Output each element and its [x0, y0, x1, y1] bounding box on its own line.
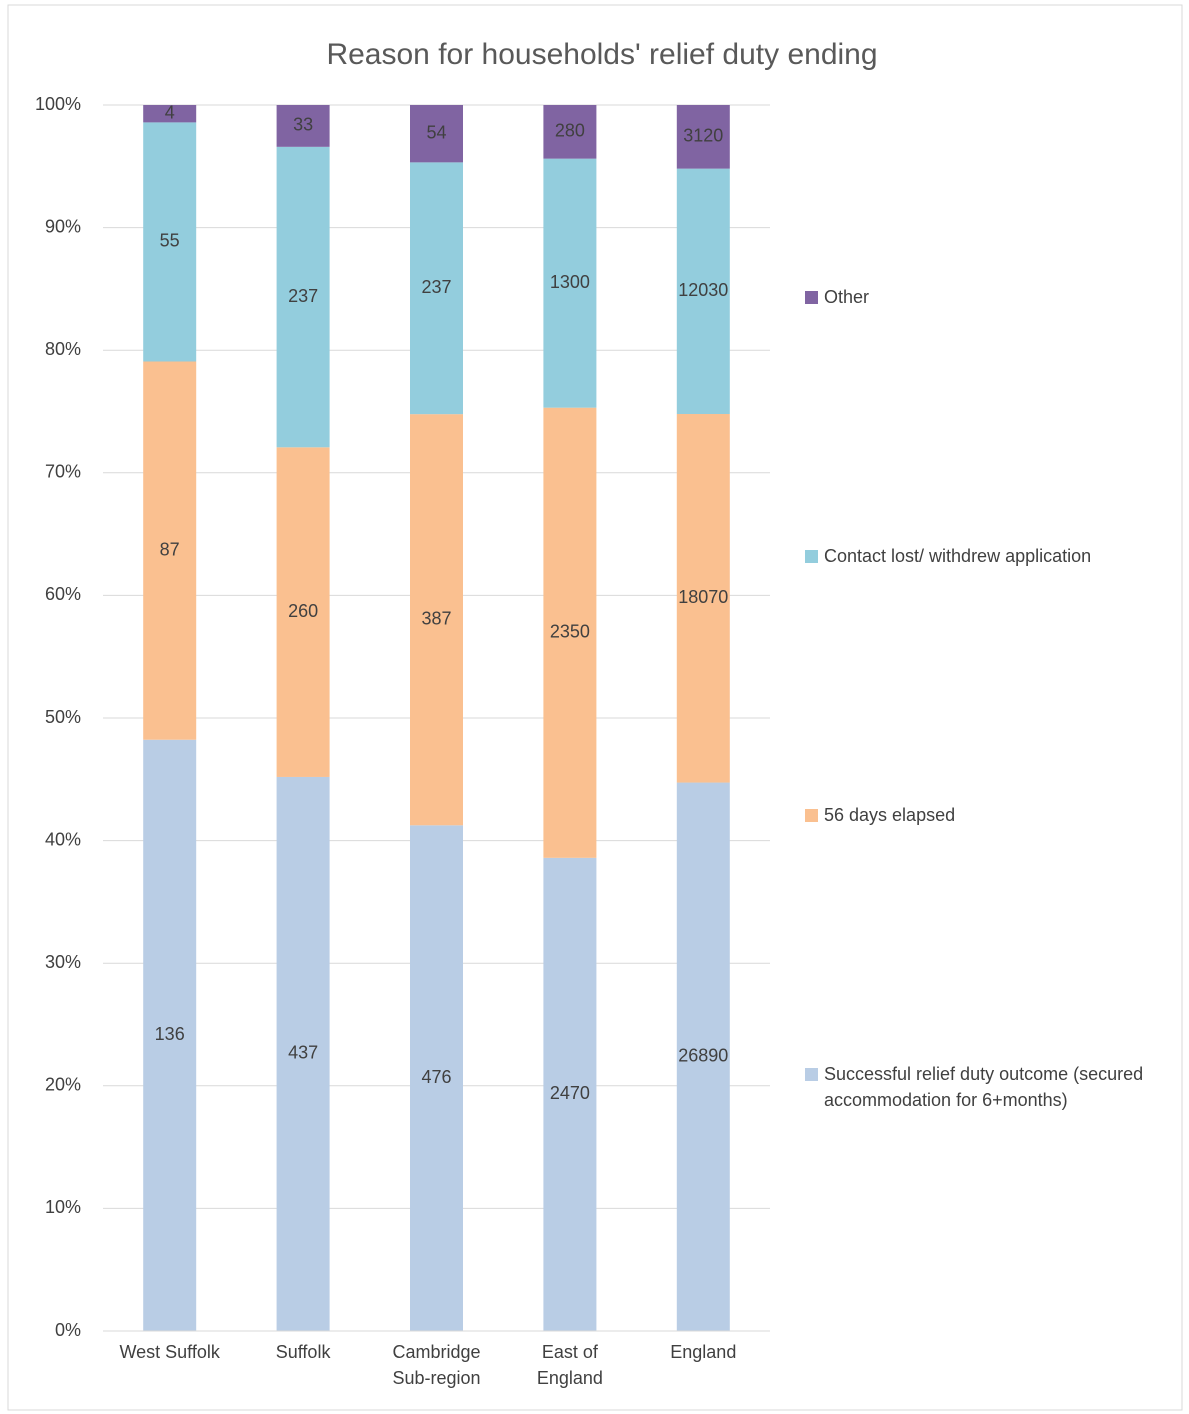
data-label: 87 — [160, 539, 180, 559]
chart-border — [7, 4, 1183, 1411]
bar-segment — [143, 105, 197, 123]
data-label: 237 — [421, 277, 451, 297]
data-label: 280 — [555, 121, 585, 141]
y-tick-label: 50% — [45, 707, 81, 727]
data-label: 2350 — [550, 622, 590, 642]
y-tick-label: 0% — [55, 1320, 81, 1340]
legend-label: Other — [824, 287, 870, 307]
bar-segment — [410, 162, 463, 415]
y-tick-label: 30% — [45, 952, 81, 972]
data-label: 3120 — [683, 126, 723, 146]
data-label: 4 — [165, 102, 175, 122]
data-label: 437 — [288, 1043, 318, 1063]
y-tick-label: 90% — [45, 216, 81, 236]
legend-item: Successful relief duty outcome (secured … — [805, 1061, 1175, 1113]
y-tick-label: 20% — [45, 1075, 81, 1095]
data-label: 33 — [293, 115, 313, 135]
data-label: 12030 — [678, 280, 728, 300]
bar-segment — [543, 158, 597, 408]
x-tick-label: East of England — [536, 1342, 603, 1388]
bar-segment — [143, 739, 197, 1331]
legend-label: Successful relief duty outcome (secured … — [824, 1064, 1144, 1110]
bar-segment — [143, 122, 197, 362]
legend-swatch — [805, 809, 818, 822]
y-tick-label: 10% — [45, 1197, 81, 1217]
legend-label: 56 days elapsed — [824, 805, 956, 825]
bar-segment — [543, 857, 597, 1331]
bar-segment — [676, 105, 730, 169]
data-label: 2470 — [550, 1083, 590, 1103]
data-label: 476 — [421, 1067, 451, 1087]
bar-segment — [410, 105, 463, 163]
x-tick-label: Cambridge Sub-region — [392, 1342, 481, 1388]
x-tick-label: West Suffolk — [119, 1342, 220, 1362]
legend-label: Contact lost/ withdrew application — [824, 546, 1092, 566]
bar-segment — [410, 825, 463, 1331]
bar-segment — [676, 168, 730, 414]
legend-swatch — [805, 291, 818, 304]
data-label: 1300 — [550, 272, 590, 292]
data-label: 237 — [288, 286, 318, 306]
legend-swatch — [805, 550, 818, 563]
data-label: 26890 — [678, 1046, 728, 1066]
legend-item: Contact lost/ withdrew application — [805, 543, 1175, 569]
data-label: 387 — [421, 608, 451, 628]
bar-segment — [276, 776, 330, 1331]
bar-segment — [543, 407, 597, 858]
bar-segment — [410, 414, 463, 826]
y-tick-label: 80% — [45, 339, 81, 359]
data-label: 55 — [160, 231, 180, 251]
legend-item: Other — [805, 284, 1175, 310]
data-label: 136 — [155, 1024, 185, 1044]
chart-title: Reason for households' relief duty endin… — [326, 38, 877, 71]
data-label: 54 — [426, 122, 446, 142]
x-tick-label: England — [670, 1342, 737, 1362]
legend-swatch — [805, 1068, 818, 1081]
y-tick-label: 40% — [45, 829, 81, 849]
bar-segment — [676, 413, 730, 783]
bar-segment — [276, 447, 330, 777]
y-tick-label: 70% — [45, 462, 81, 482]
data-label: 18070 — [678, 587, 728, 607]
data-label: 260 — [288, 601, 318, 621]
x-tick-label: Suffolk — [275, 1342, 331, 1362]
bar-segment — [543, 105, 597, 159]
y-tick-label: 100% — [35, 94, 81, 114]
y-tick-label: 60% — [45, 584, 81, 604]
bar-segment — [143, 361, 197, 740]
bar-segment — [276, 105, 330, 147]
legend-item: 56 days elapsed — [805, 802, 1175, 828]
bar-segment — [276, 146, 330, 448]
bar-segment — [676, 782, 730, 1331]
